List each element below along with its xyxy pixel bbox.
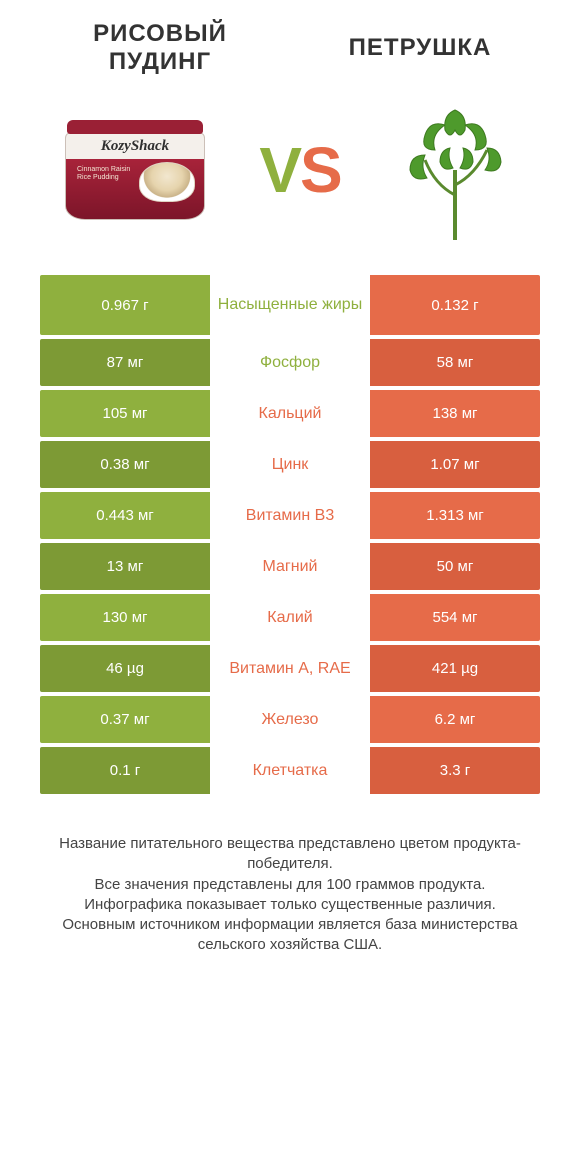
parsley-icon	[395, 100, 515, 240]
value-right: 6.2 мг	[370, 696, 540, 743]
value-left: 0.967 г	[40, 275, 210, 335]
table-row: 13 мгМагний50 мг	[40, 543, 540, 590]
value-right: 138 мг	[370, 390, 540, 437]
value-left: 130 мг	[40, 594, 210, 641]
vs-v: V	[259, 133, 300, 207]
table-row: 87 мгФосфор58 мг	[40, 339, 540, 386]
vs-s: S	[300, 133, 341, 207]
footer-line: Инфографика показывает только существенн…	[30, 895, 550, 915]
nutrient-label: Магний	[210, 543, 370, 590]
value-right: 50 мг	[370, 543, 540, 590]
value-left: 0.37 мг	[40, 696, 210, 743]
nutrient-label: Цинк	[210, 441, 370, 488]
header: РИСОВЫЙ ПУДИНГ ПЕТРУШКА	[0, 0, 580, 85]
nutrient-label: Железо	[210, 696, 370, 743]
value-right: 1.313 мг	[370, 492, 540, 539]
value-right: 58 мг	[370, 339, 540, 386]
value-right: 554 мг	[370, 594, 540, 641]
table-row: 0.443 мгВитамин B31.313 мг	[40, 492, 540, 539]
value-right: 3.3 г	[370, 747, 540, 794]
title-left: РИСОВЫЙ ПУДИНГ	[60, 20, 260, 75]
nutrient-label: Фосфор	[210, 339, 370, 386]
images-row: KozyShack Cinnamon Raisin Rice Pudding V…	[0, 85, 580, 275]
nutrient-label: Калий	[210, 594, 370, 641]
value-left: 0.1 г	[40, 747, 210, 794]
pudding-logo: KozyShack	[75, 138, 195, 156]
footer-line: Все значения представлены для 100 граммо…	[30, 875, 550, 895]
value-left: 46 µg	[40, 645, 210, 692]
nutrient-label: Клетчатка	[210, 747, 370, 794]
table-row: 0.967 гНасыщенные жиры0.132 г	[40, 275, 540, 335]
nutrient-label: Кальций	[210, 390, 370, 437]
table-row: 130 мгКалий554 мг	[40, 594, 540, 641]
value-left: 0.38 мг	[40, 441, 210, 488]
value-right: 421 µg	[370, 645, 540, 692]
comparison-table: 0.967 гНасыщенные жиры0.132 г87 мгФосфор…	[40, 275, 540, 794]
value-right: 1.07 мг	[370, 441, 540, 488]
pudding-label: Cinnamon Raisin Rice Pudding	[77, 166, 143, 181]
footer-notes: Название питательного вещества представл…	[30, 834, 550, 956]
nutrient-label: Витамин A, RAE	[210, 645, 370, 692]
pudding-image: KozyShack Cinnamon Raisin Rice Pudding	[50, 100, 220, 240]
value-left: 13 мг	[40, 543, 210, 590]
table-row: 46 µgВитамин A, RAE421 µg	[40, 645, 540, 692]
value-right: 0.132 г	[370, 275, 540, 335]
table-row: 0.37 мгЖелезо6.2 мг	[40, 696, 540, 743]
vs-label: VS	[259, 133, 340, 207]
nutrient-label: Насыщенные жиры	[210, 275, 370, 335]
nutrient-label: Витамин B3	[210, 492, 370, 539]
title-right: ПЕТРУШКА	[320, 34, 520, 62]
value-left: 105 мг	[40, 390, 210, 437]
parsley-image	[380, 95, 530, 245]
value-left: 87 мг	[40, 339, 210, 386]
table-row: 105 мгКальций138 мг	[40, 390, 540, 437]
table-row: 0.1 гКлетчатка3.3 г	[40, 747, 540, 794]
table-row: 0.38 мгЦинк1.07 мг	[40, 441, 540, 488]
footer-line: Основным источником информации является …	[30, 915, 550, 956]
value-left: 0.443 мг	[40, 492, 210, 539]
footer-line: Название питательного вещества представл…	[30, 834, 550, 875]
